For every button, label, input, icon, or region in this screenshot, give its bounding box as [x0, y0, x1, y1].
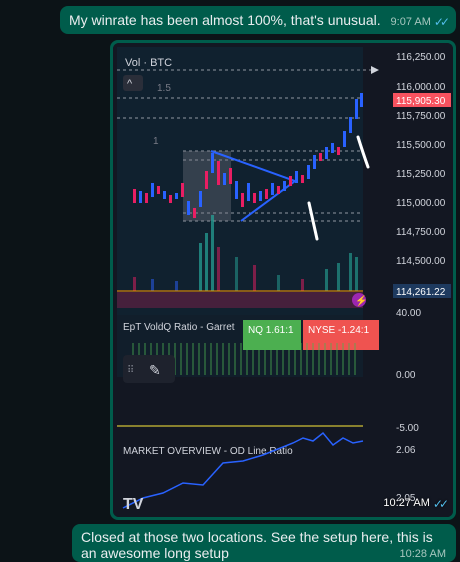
price-tick-4: 115,500.00	[396, 140, 446, 151]
svg-text:⚡: ⚡	[355, 294, 367, 307]
message-bubble-top: My winrate has been almost 100%, that's …	[60, 6, 456, 34]
collapse-button[interactable]	[123, 75, 143, 91]
price-tick-2: 116,000.00	[396, 82, 446, 93]
last-price: 115,905.30	[396, 96, 446, 107]
image-time: 10:27 AM	[383, 497, 430, 509]
drag-handle-icon[interactable]: ⠿	[127, 365, 134, 376]
double-check-icon: ✓✓	[433, 15, 450, 29]
overview-axis-top: 2.06	[396, 445, 416, 456]
image-message[interactable]: Vol · BTC ^ 1.5 1	[110, 40, 456, 520]
message-meta: 9:07 AM ✓✓	[390, 15, 451, 29]
ratio-histogram	[132, 343, 356, 375]
price-tick-5: 115,250.00	[396, 169, 446, 180]
nq-ratio: NQ 1.61:1	[248, 325, 294, 336]
level-1-label: 1	[153, 136, 159, 147]
last-price-tag	[393, 93, 451, 107]
message-time: 10:28 AM	[399, 548, 446, 560]
double-check-icon: ✓✓	[432, 497, 449, 511]
candles	[133, 93, 363, 218]
message-time: 9:07 AM	[390, 16, 431, 28]
message-text: My winrate has been almost 100%, that's …	[69, 12, 381, 28]
tradingview-logo: TV	[123, 496, 144, 513]
chevron-up-icon: ^	[127, 78, 133, 90]
symbol-label: Vol · BTC	[125, 57, 172, 69]
lightning-icon[interactable]	[352, 293, 366, 307]
trading-chart: Vol · BTC ^ 1.5 1	[113, 43, 453, 517]
chart-screenshot[interactable]: Vol · BTC ^ 1.5 1	[113, 43, 453, 517]
brush-icon[interactable]: ✎	[149, 362, 161, 378]
od-line-ratio	[122, 431, 364, 509]
price-tick-7: 114,750.00	[396, 227, 446, 238]
volume-bars	[133, 215, 358, 291]
nyse-ratio: NYSE -1.24:1	[308, 325, 370, 336]
exit-mark-1	[356, 135, 370, 169]
message-bubble-bottom: Closed at those two locations. See the s…	[72, 524, 456, 562]
drawing-toolbar[interactable]	[123, 355, 175, 383]
image-meta: 10:27 AM ✓✓	[383, 497, 449, 511]
ratio-axis-bottom: -5.00	[396, 423, 419, 434]
ratio-axis-zero: 0.00	[396, 370, 416, 381]
market-overview-title: MARKET OVERVIEW - OD Line Ratio	[123, 446, 293, 457]
price-tick-8: 114,500.00	[396, 256, 446, 267]
price-tick-3: 115,750.00	[396, 111, 446, 122]
overview-axis-bottom: 2.05	[396, 493, 416, 504]
ratio-title: EpT VoldQ Ratio - Garret	[123, 322, 235, 333]
message-text: Closed at those two locations. See the s…	[81, 529, 433, 561]
price-tick-1: 116,250.00	[396, 52, 446, 63]
volume-value: 114,261.22	[396, 287, 446, 298]
volume-tag	[393, 284, 451, 298]
level-1-5-label: 1.5	[157, 83, 171, 94]
price-tick-6: 115,000.00	[396, 198, 446, 209]
volume-baseline	[117, 292, 363, 308]
message-meta: 10:28 AM	[400, 546, 446, 562]
exit-mark-2	[307, 201, 319, 241]
ratio-axis-top: 40.00	[396, 308, 421, 319]
nyse-badge	[303, 320, 379, 350]
